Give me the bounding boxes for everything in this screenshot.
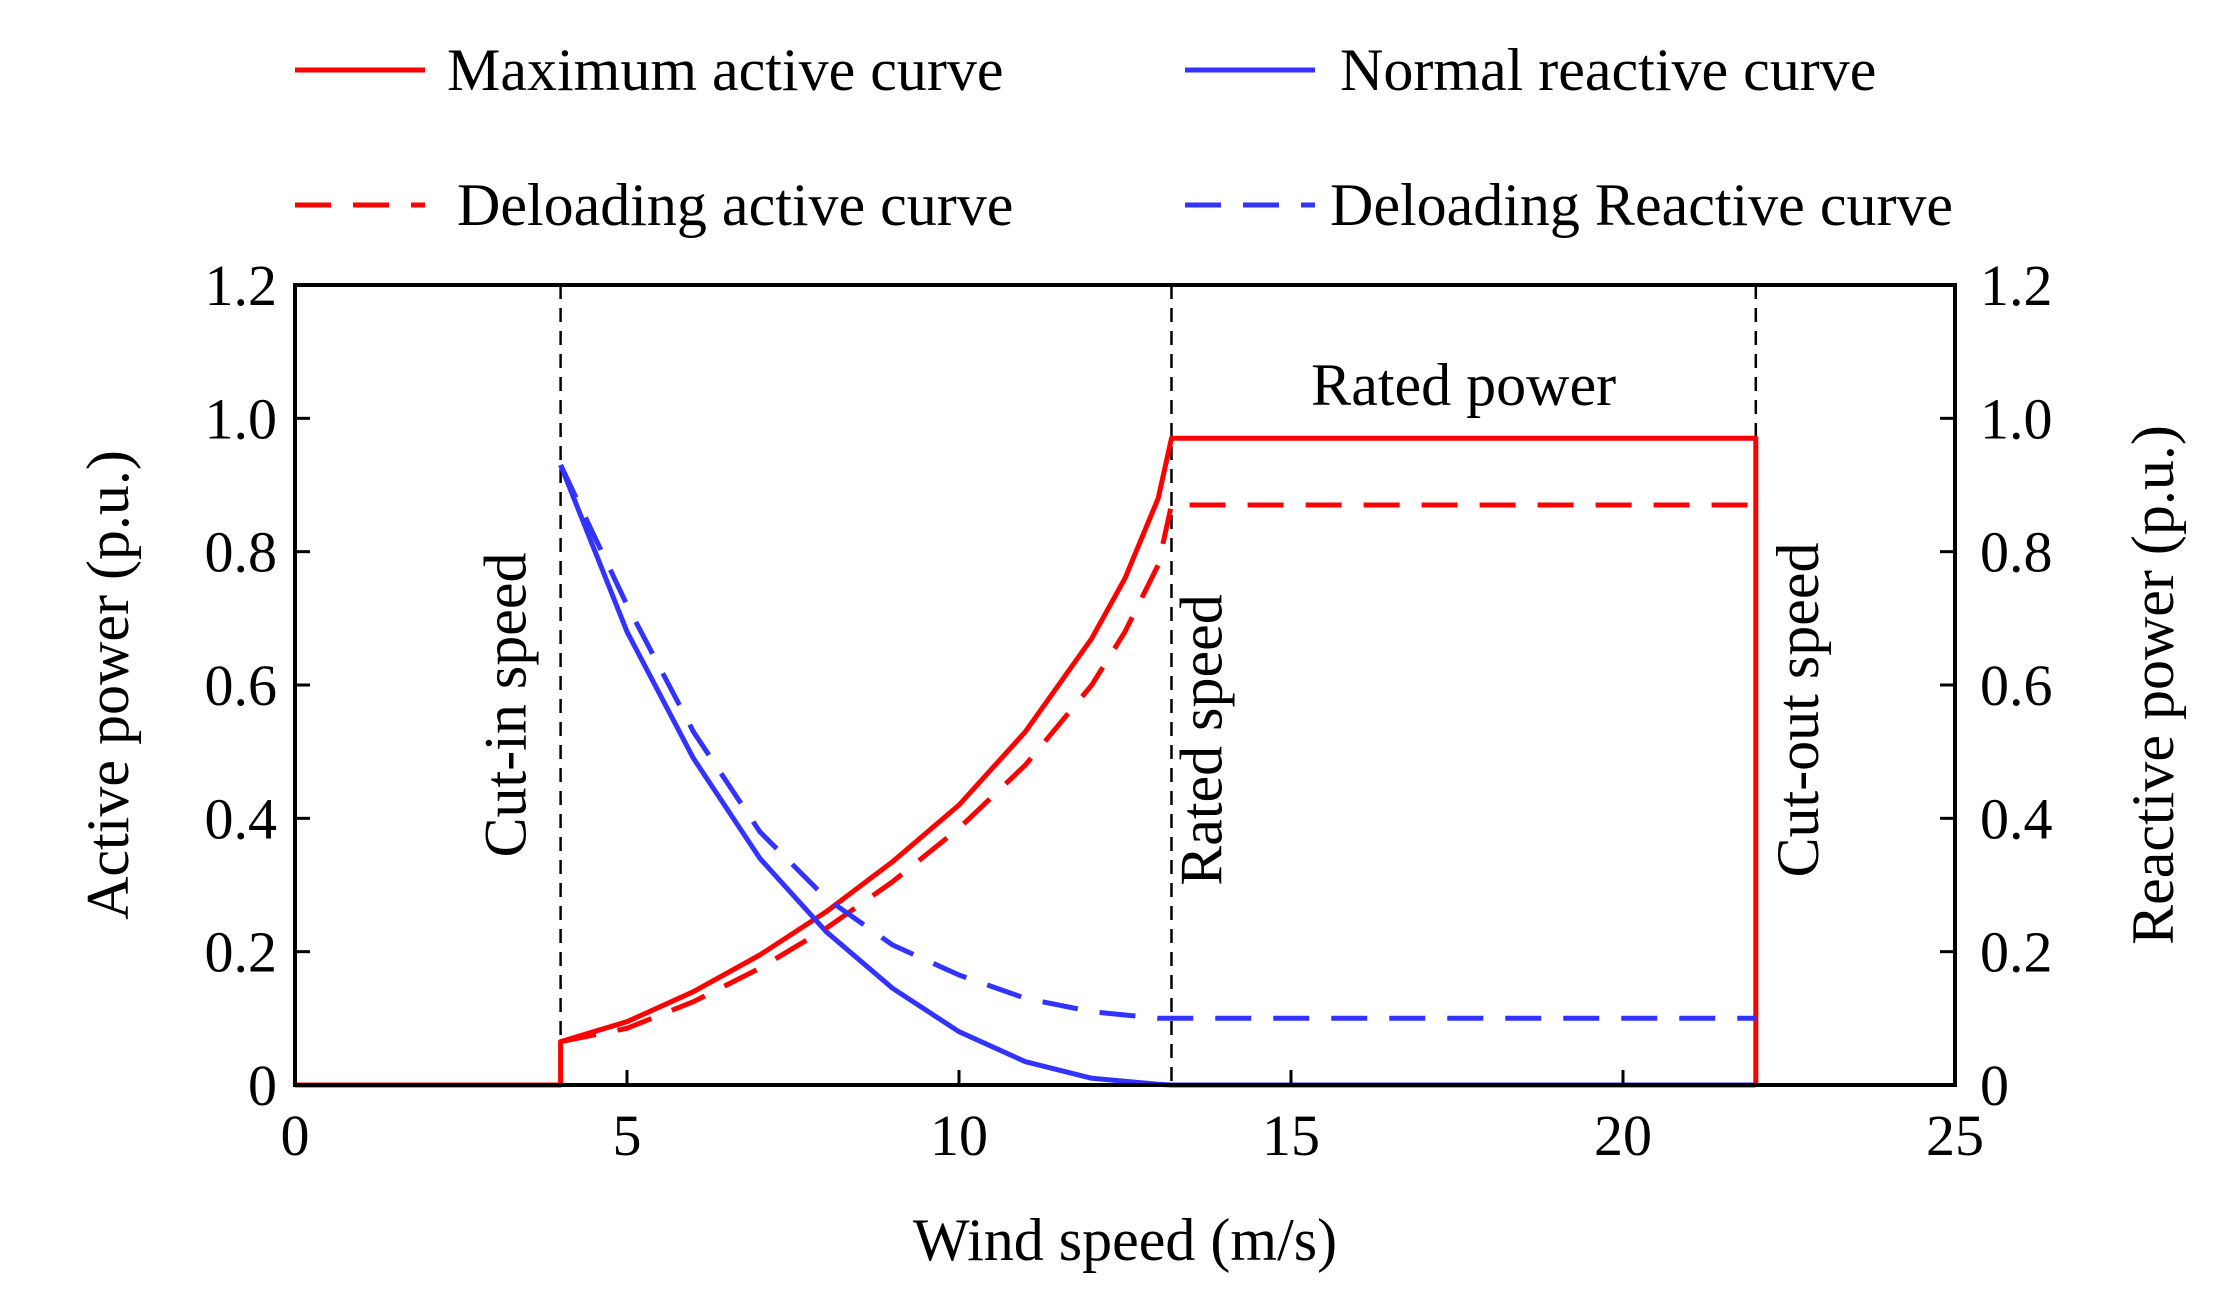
legend: Maximum active curve Normal reactive curv… [295,37,1953,238]
y-tick-label-right: 1.0 [1980,386,2053,451]
guide-line-label: Rated speed [1168,594,1234,886]
y-tick-label-left: 0 [248,1053,277,1118]
plot-frame [293,283,1957,1087]
y-tick-label-right: 0.4 [1980,786,2053,851]
y-tick-label-left: 0.2 [205,920,278,985]
y-tick-label-left: 0.8 [205,520,278,585]
y-tick-label-right: 0.2 [1980,920,2053,985]
legend-label: Deloading active curve [457,172,1013,238]
y-tick-label-right: 1.2 [1980,253,2053,318]
series-line [295,435,1759,1088]
y-tick-label-right: 0.6 [1980,653,2053,718]
series-line [558,463,1756,1021]
x-axis-title: Wind speed (m/s) [913,1207,1337,1273]
series-line [558,464,1756,1088]
y-tick-label-right: 0.8 [1980,520,2053,585]
x-tick-label: 20 [1594,1103,1652,1168]
y-tick-label-left: 1.2 [205,253,278,318]
x-tick-label: 0 [281,1103,310,1168]
y-tick-label-left: 0.6 [205,653,278,718]
series-line [560,502,1756,1045]
rated-power-annotation: Rated power [1311,352,1616,418]
y-tick-label-right: 0 [1980,1053,2009,1118]
legend-label: Deloading Reactive curve [1330,172,1953,238]
y-axis-right-title: Reactive power (p.u.) [2120,425,2186,945]
legend-label: Maximum active curve [447,37,1003,103]
y-tick-label-left: 0.4 [205,786,278,851]
data-lines-layer [295,285,1759,1088]
text-layer: Wind speed (m/s) Active power (p.u.) Rea… [75,253,2186,1273]
plot-frame-layer [293,283,1957,1087]
x-tick-label: 25 [1926,1103,1984,1168]
guide-line-label: Cut-in speed [473,553,539,858]
x-tick-label: 5 [613,1103,642,1168]
x-tick-label: 15 [1262,1103,1320,1168]
y-tick-label-left: 1.0 [205,386,278,451]
x-tick-label: 10 [930,1103,988,1168]
y-axis-left-title: Active power (p.u.) [75,450,141,920]
guide-line-label: Cut-out speed [1765,543,1831,878]
legend-label: Normal reactive curve [1340,37,1876,103]
